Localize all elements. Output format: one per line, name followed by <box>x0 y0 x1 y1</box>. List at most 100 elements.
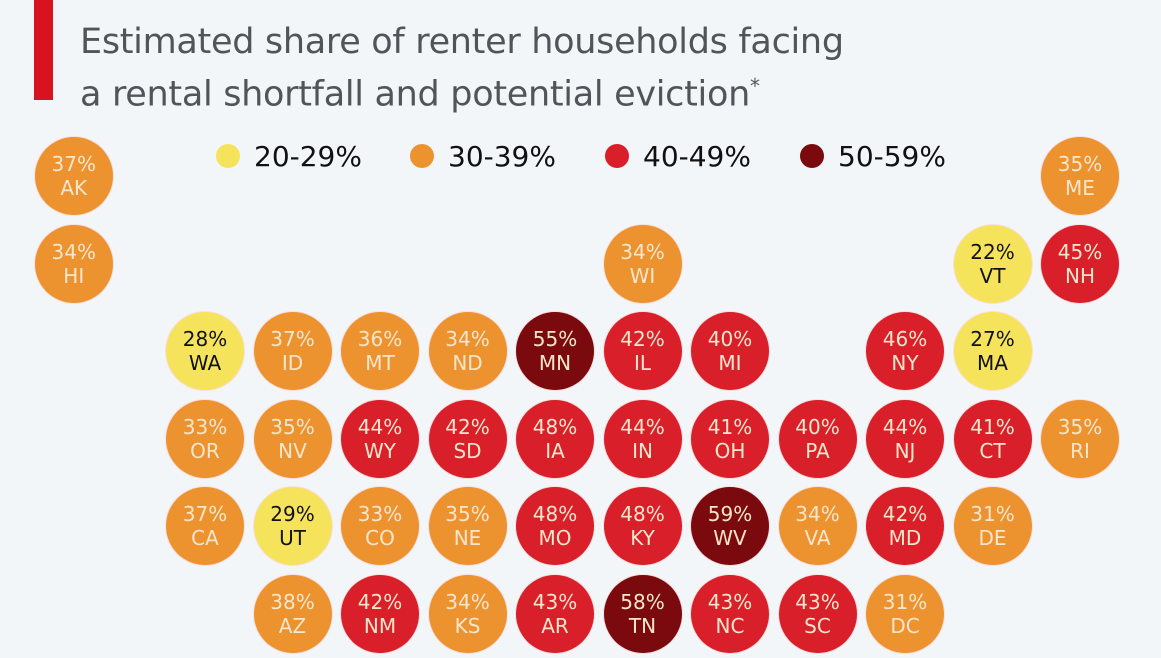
state-tile-ri: 35% RI <box>1041 399 1119 478</box>
state-value: 42% <box>620 327 665 351</box>
state-value: 36% <box>357 327 403 351</box>
state-value: 37% <box>270 327 315 351</box>
state-code: OR <box>190 438 220 463</box>
state-code: VT <box>979 263 1006 288</box>
state-value: 37% <box>51 152 96 176</box>
state-value: 58% <box>620 589 665 614</box>
state-tile-pa: 40% PA <box>778 399 857 478</box>
state-tile-ks: 34% KS <box>428 574 507 653</box>
state-tile-mt: 36% MT <box>341 312 419 390</box>
state-code: NC <box>715 613 745 638</box>
state-tile-ct: 41% CT <box>953 399 1032 478</box>
state-code: NH <box>1065 263 1095 288</box>
state-code: AR <box>541 613 569 638</box>
state-tile-co: 33% CO <box>341 487 419 565</box>
state-code: CO <box>365 526 395 550</box>
state-code: UT <box>279 526 306 550</box>
state-tile-ny: 46% NY <box>866 312 944 390</box>
state-tile-mi: 40% MI <box>691 312 769 390</box>
state-code: MO <box>538 526 572 550</box>
state-code: WV <box>713 526 747 550</box>
state-tile-ia: 48% IA <box>516 399 594 478</box>
state-tile-ma: 27% MA <box>953 312 1032 390</box>
state-value: 43% <box>795 589 840 614</box>
state-value: 59% <box>707 502 753 526</box>
state-tile-mo: 48% MO <box>516 487 594 565</box>
legend-item-50-59: 50-59% <box>800 136 946 176</box>
state-value: 35% <box>270 414 315 439</box>
state-value: 29% <box>270 502 315 526</box>
legend: 20-29% 30-39% 40-49% 50-59% <box>0 136 1161 176</box>
state-tile-de: 31% DE <box>953 487 1032 565</box>
state-value: 48% <box>532 502 578 526</box>
state-value: 55% <box>532 327 578 351</box>
state-tile-hi: 34% HI <box>34 224 113 303</box>
state-code: PA <box>805 438 830 463</box>
state-tile-ne: 35% NE <box>428 487 507 565</box>
state-code: IL <box>633 351 652 375</box>
state-value: 34% <box>445 589 490 614</box>
state-code: MN <box>538 351 572 375</box>
state-code: NJ <box>894 438 916 463</box>
legend-item-20-29: 20-29% <box>216 136 362 176</box>
state-code: CT <box>979 438 1006 463</box>
state-code: TN <box>628 613 657 638</box>
state-code: AK <box>60 176 88 200</box>
state-tile-wv: 59% WV <box>691 487 769 565</box>
state-code: ID <box>281 351 304 375</box>
state-tile-nh: 45% NH <box>1041 224 1119 303</box>
state-code: NM <box>363 613 397 638</box>
state-value: 31% <box>970 502 1015 526</box>
state-code: WA <box>188 351 222 375</box>
state-code: NE <box>453 526 482 550</box>
state-value: 48% <box>532 414 578 439</box>
state-code: VA <box>804 526 831 550</box>
state-tile-nc: 43% NC <box>691 574 769 653</box>
state-tile-or: 33% OR <box>166 399 244 478</box>
state-tile-az: 38% AZ <box>253 574 332 653</box>
state-value: 34% <box>445 327 490 351</box>
state-value: 37% <box>182 502 228 526</box>
state-tile-ut: 29% UT <box>253 487 332 565</box>
state-code: WY <box>364 438 396 463</box>
state-tile-ak: 37% AK <box>34 137 113 215</box>
state-tile-il: 42% IL <box>603 312 682 390</box>
state-code: HI <box>63 263 85 288</box>
state-tile-me: 35% ME <box>1041 137 1119 215</box>
state-code: MT <box>365 351 395 375</box>
state-value: 41% <box>970 414 1015 439</box>
legend-swatch <box>800 144 824 168</box>
state-tile-sc: 43% SC <box>778 574 857 653</box>
state-value: 34% <box>51 239 96 264</box>
state-tile-oh: 41% OH <box>691 399 769 478</box>
legend-swatch <box>216 144 240 168</box>
state-code: MI <box>718 351 742 375</box>
state-tile-in: 44% IN <box>603 399 682 478</box>
state-code: MA <box>977 351 1008 375</box>
state-value: 42% <box>445 414 490 439</box>
state-value: 27% <box>970 327 1015 351</box>
state-tile-nv: 35% NV <box>253 399 332 478</box>
state-code: OH <box>714 438 746 463</box>
title-line-1: Estimated share of renter households fac… <box>80 22 844 62</box>
state-code: IN <box>632 438 653 463</box>
state-value: 40% <box>795 414 840 439</box>
state-code: KS <box>454 613 481 638</box>
state-value: 42% <box>882 502 928 526</box>
state-value: 43% <box>532 589 578 614</box>
state-tile-wi: 34% WI <box>603 224 682 303</box>
state-code: DC <box>890 613 920 638</box>
state-value: 22% <box>970 239 1015 264</box>
state-code: RI <box>1070 438 1090 463</box>
title-line-2: a rental shortfall and potential evictio… <box>80 74 760 115</box>
state-code: DE <box>978 526 1007 550</box>
state-value: 34% <box>795 502 840 526</box>
state-value: 33% <box>182 414 228 439</box>
state-value: 35% <box>1057 414 1103 439</box>
state-tile-nj: 44% NJ <box>866 399 944 478</box>
legend-item-30-39: 30-39% <box>410 136 556 176</box>
state-tile-sd: 42% SD <box>428 399 507 478</box>
state-value: 31% <box>882 589 928 614</box>
state-code: KY <box>630 526 655 550</box>
state-code: MD <box>888 526 922 550</box>
